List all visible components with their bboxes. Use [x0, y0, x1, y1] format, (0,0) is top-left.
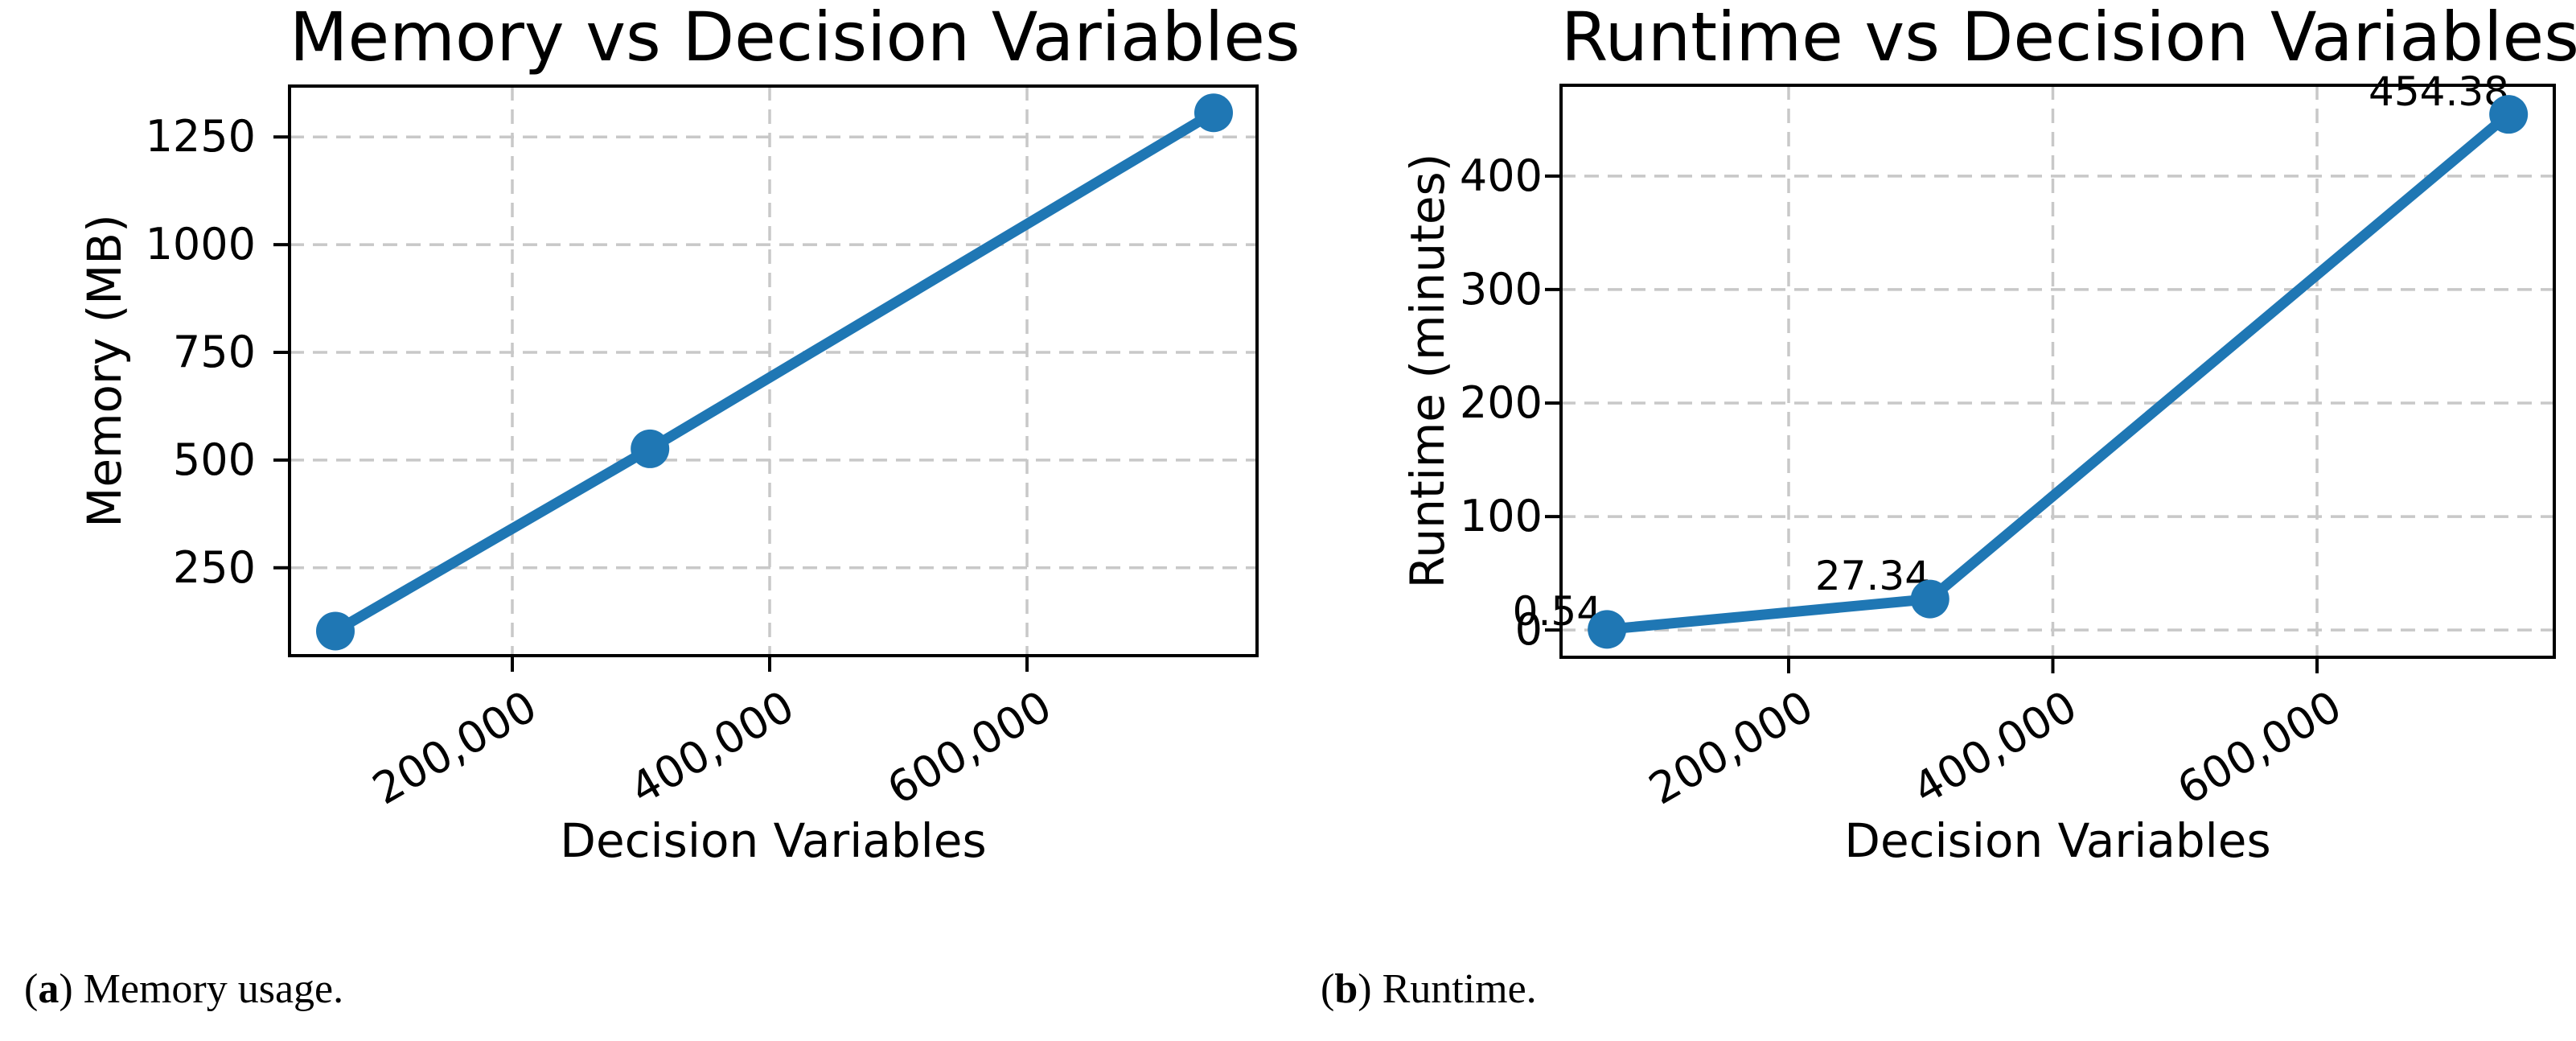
runtime-ytick-400: 400 — [1459, 150, 1543, 201]
runtime-annotation-point2: 27.34 — [1814, 553, 1930, 599]
runtime-xtick-400000: 400,000 — [1904, 681, 2085, 815]
runtime-x-axis-label: Decision Variables — [1844, 813, 2271, 868]
memory-ytick-250: 250 — [172, 542, 256, 593]
memory-ytick-500: 500 — [172, 434, 256, 485]
memory-xtick-400000: 400,000 — [621, 681, 803, 815]
runtime-ytick-0: 0 — [1514, 604, 1543, 655]
runtime-annotation-point3: 454.38 — [2369, 68, 2509, 115]
data-point — [1588, 610, 1627, 649]
runtime-xtick-600000: 600,000 — [2168, 681, 2350, 815]
caption-a-text: Memory usage. — [83, 966, 344, 1012]
runtime-ytick-300: 300 — [1459, 264, 1543, 315]
data-point — [631, 429, 670, 468]
runtime-ytick-100: 100 — [1459, 491, 1543, 541]
memory-plot-svg — [273, 84, 1259, 672]
data-point — [316, 611, 355, 651]
memory-x-axis-label: Decision Variables — [560, 813, 987, 868]
runtime-xtick-200000: 200,000 — [1640, 681, 1822, 815]
data-point — [1194, 93, 1233, 133]
caption-b-text: Runtime. — [1382, 966, 1537, 1012]
caption-a-close: ) — [59, 966, 84, 1012]
caption-b-open: ( — [1321, 966, 1335, 1012]
axes-spines — [288, 84, 1259, 657]
memory-xtick-200000: 200,000 — [364, 681, 545, 815]
runtime-chart-title: Runtime vs Decision Variables — [1561, 0, 2576, 76]
runtime-annotation-point1: 0.54 — [1512, 588, 1602, 635]
data-line — [330, 107, 1219, 636]
caption-a-open: ( — [24, 966, 39, 1012]
caption-b: (b) Runtime. — [1321, 965, 1537, 1014]
caption-b-close: ) — [1358, 966, 1382, 1012]
memory-ytick-1000: 1000 — [145, 219, 256, 270]
memory-chart-plot — [273, 84, 1259, 672]
data-point — [2489, 95, 2529, 134]
caption-a: (a) Memory usage. — [24, 965, 343, 1014]
data-line — [1601, 109, 2514, 635]
runtime-chart-plot — [1545, 84, 2556, 673]
caption-a-letter: a — [38, 966, 60, 1012]
memory-ytick-1250: 1250 — [145, 111, 256, 162]
memory-xtick-600000: 600,000 — [878, 681, 1060, 815]
data-point — [1910, 579, 1949, 619]
axes-spines — [1559, 84, 2556, 659]
caption-b-letter: b — [1334, 966, 1358, 1012]
runtime-plot-svg — [1545, 84, 2556, 673]
memory-ytick-750: 750 — [172, 327, 256, 377]
memory-chart-title: Memory vs Decision Variables — [290, 0, 1300, 76]
runtime-ytick-200: 200 — [1459, 377, 1543, 428]
